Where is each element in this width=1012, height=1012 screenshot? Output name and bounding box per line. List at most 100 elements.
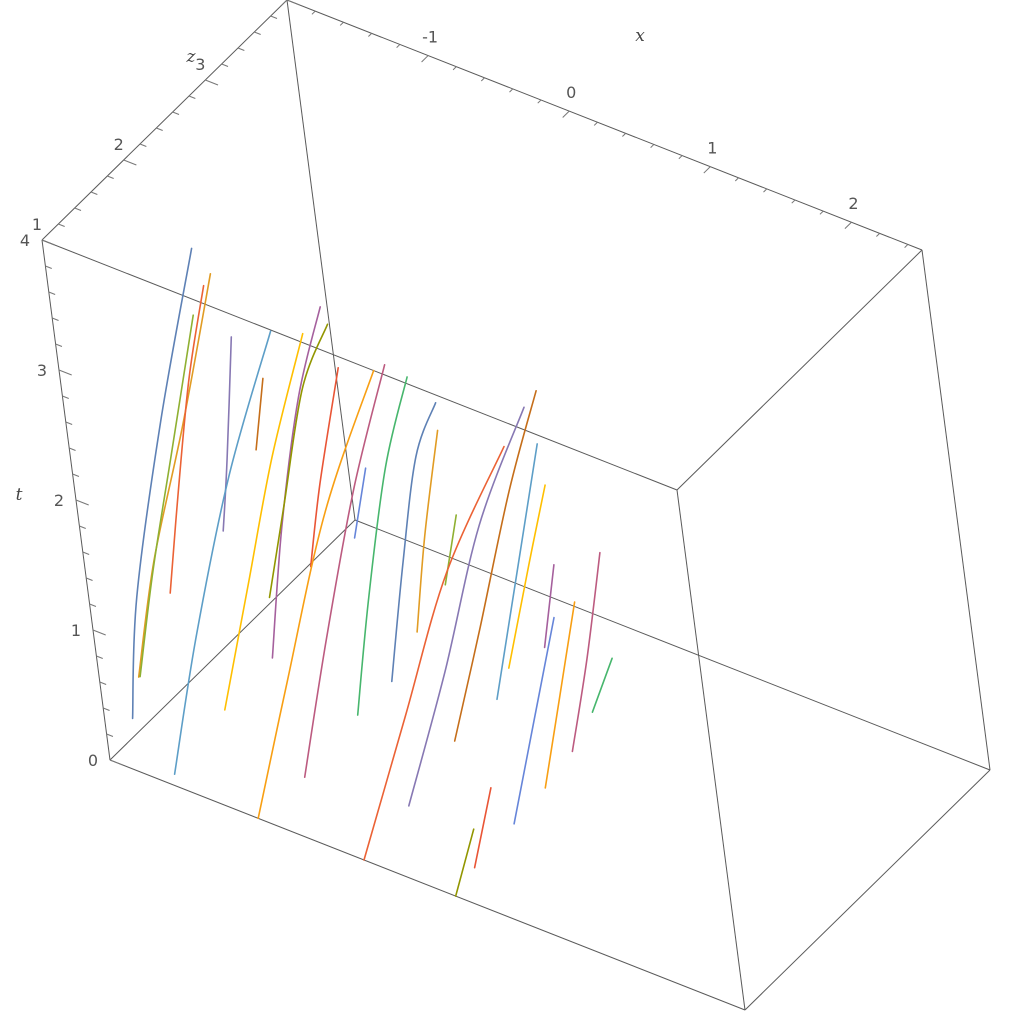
z-minor-tick (270, 15, 278, 19)
z-minor-tick (58, 223, 65, 227)
box-edge (109, 519, 356, 761)
z-tick-mark (123, 159, 137, 166)
z-axis-title: z (186, 47, 197, 67)
t-minor-tick (79, 525, 86, 529)
t-minor-tick (82, 551, 90, 555)
curve-17 (416, 429, 439, 633)
box-edge (286, 0, 923, 251)
curve-8 (224, 332, 304, 711)
t-minor-tick (45, 265, 52, 269)
t-tick-mark (75, 499, 89, 506)
z-minor-tick (254, 31, 261, 35)
x-minor-tick (593, 121, 598, 126)
x-tick-mark (844, 221, 852, 229)
t-minor-tick (48, 291, 56, 295)
curve-25 (454, 828, 475, 897)
box-edge (676, 249, 923, 491)
t-minor-tick (69, 447, 76, 451)
t-axis-title: t (16, 485, 23, 505)
box-edge (354, 519, 991, 771)
t-tick-label: 4 (20, 231, 30, 250)
t-tick-mark (41, 239, 55, 246)
t-tick-label: 3 (37, 361, 47, 380)
x-tick-label: -1 (422, 28, 438, 47)
curve-9 (271, 306, 321, 659)
z-minor-tick (90, 191, 98, 195)
box-edge (41, 0, 288, 241)
x-minor-tick (339, 21, 344, 26)
x-minor-tick (368, 32, 373, 37)
z-minor-tick (172, 111, 180, 115)
curve-4 (169, 284, 205, 594)
curve-26 (473, 787, 492, 869)
x-minor-tick (480, 77, 485, 82)
t-minor-tick (86, 577, 93, 581)
bounding-box-front (41, 0, 991, 1011)
x-minor-tick (537, 99, 542, 104)
t-minor-tick (99, 681, 107, 685)
t-minor-tick (106, 733, 114, 737)
z-minor-tick (188, 95, 196, 99)
t-minor-tick (55, 343, 63, 347)
curve-15 (356, 376, 408, 716)
x-minor-tick (311, 10, 316, 15)
x-minor-tick (650, 144, 655, 149)
curve-13 (257, 369, 375, 820)
z-minor-tick (107, 175, 114, 179)
t-tick-label: 1 (71, 621, 81, 640)
x-minor-tick (396, 44, 401, 49)
x-minor-tick (622, 132, 627, 137)
t-tick-mark (109, 759, 123, 766)
curve-11 (309, 367, 339, 568)
x-minor-tick (819, 210, 824, 215)
curve-7 (173, 330, 272, 775)
x-tick-label: 2 (848, 194, 858, 213)
curves-layer (131, 247, 613, 897)
curve-10 (268, 323, 329, 599)
x-minor-tick (876, 232, 881, 237)
z-minor-tick (139, 143, 147, 147)
curve-12 (353, 467, 367, 539)
t-tick-mark (58, 369, 72, 376)
z-tick-mark (205, 79, 219, 86)
x-minor-tick (678, 155, 683, 160)
curve-16 (391, 402, 437, 683)
z-minor-tick (156, 127, 163, 131)
x-minor-tick (452, 66, 457, 71)
curve-14 (303, 364, 386, 778)
curve-6 (255, 377, 264, 451)
box-edge (921, 249, 991, 771)
tick-labels: -2-1012123401234 (20, 28, 859, 770)
x-minor-tick (904, 244, 909, 249)
z-minor-tick (221, 63, 229, 67)
curve-27 (513, 616, 555, 825)
z-tick-label: 1 (32, 215, 42, 234)
t-minor-tick (52, 317, 59, 321)
t-minor-tick (89, 603, 97, 607)
curve-23 (508, 484, 546, 669)
x-minor-tick (509, 88, 514, 93)
t-minor-tick (72, 473, 80, 477)
x-minor-tick (791, 199, 796, 204)
curve-20 (408, 406, 525, 807)
x-tick-label: 0 (566, 83, 576, 102)
curve-22 (496, 443, 538, 701)
box-edge (109, 759, 746, 1011)
box-edge (744, 769, 991, 1011)
curve-1 (131, 247, 193, 720)
z-tick-label: 2 (114, 135, 124, 154)
box-edge (41, 239, 678, 491)
x-tick-label: 1 (707, 139, 717, 158)
x-minor-tick (763, 188, 768, 193)
curve-21 (453, 390, 537, 742)
curve-2 (137, 273, 212, 678)
t-minor-tick (96, 655, 103, 659)
x-tick-mark (562, 110, 570, 118)
bounding-box-back (41, 0, 991, 1011)
curve-28 (544, 601, 576, 789)
box-edge (286, 0, 356, 521)
curve-30 (591, 657, 613, 713)
x-axis-title: x (635, 26, 645, 46)
x-tick-mark (280, 0, 288, 7)
